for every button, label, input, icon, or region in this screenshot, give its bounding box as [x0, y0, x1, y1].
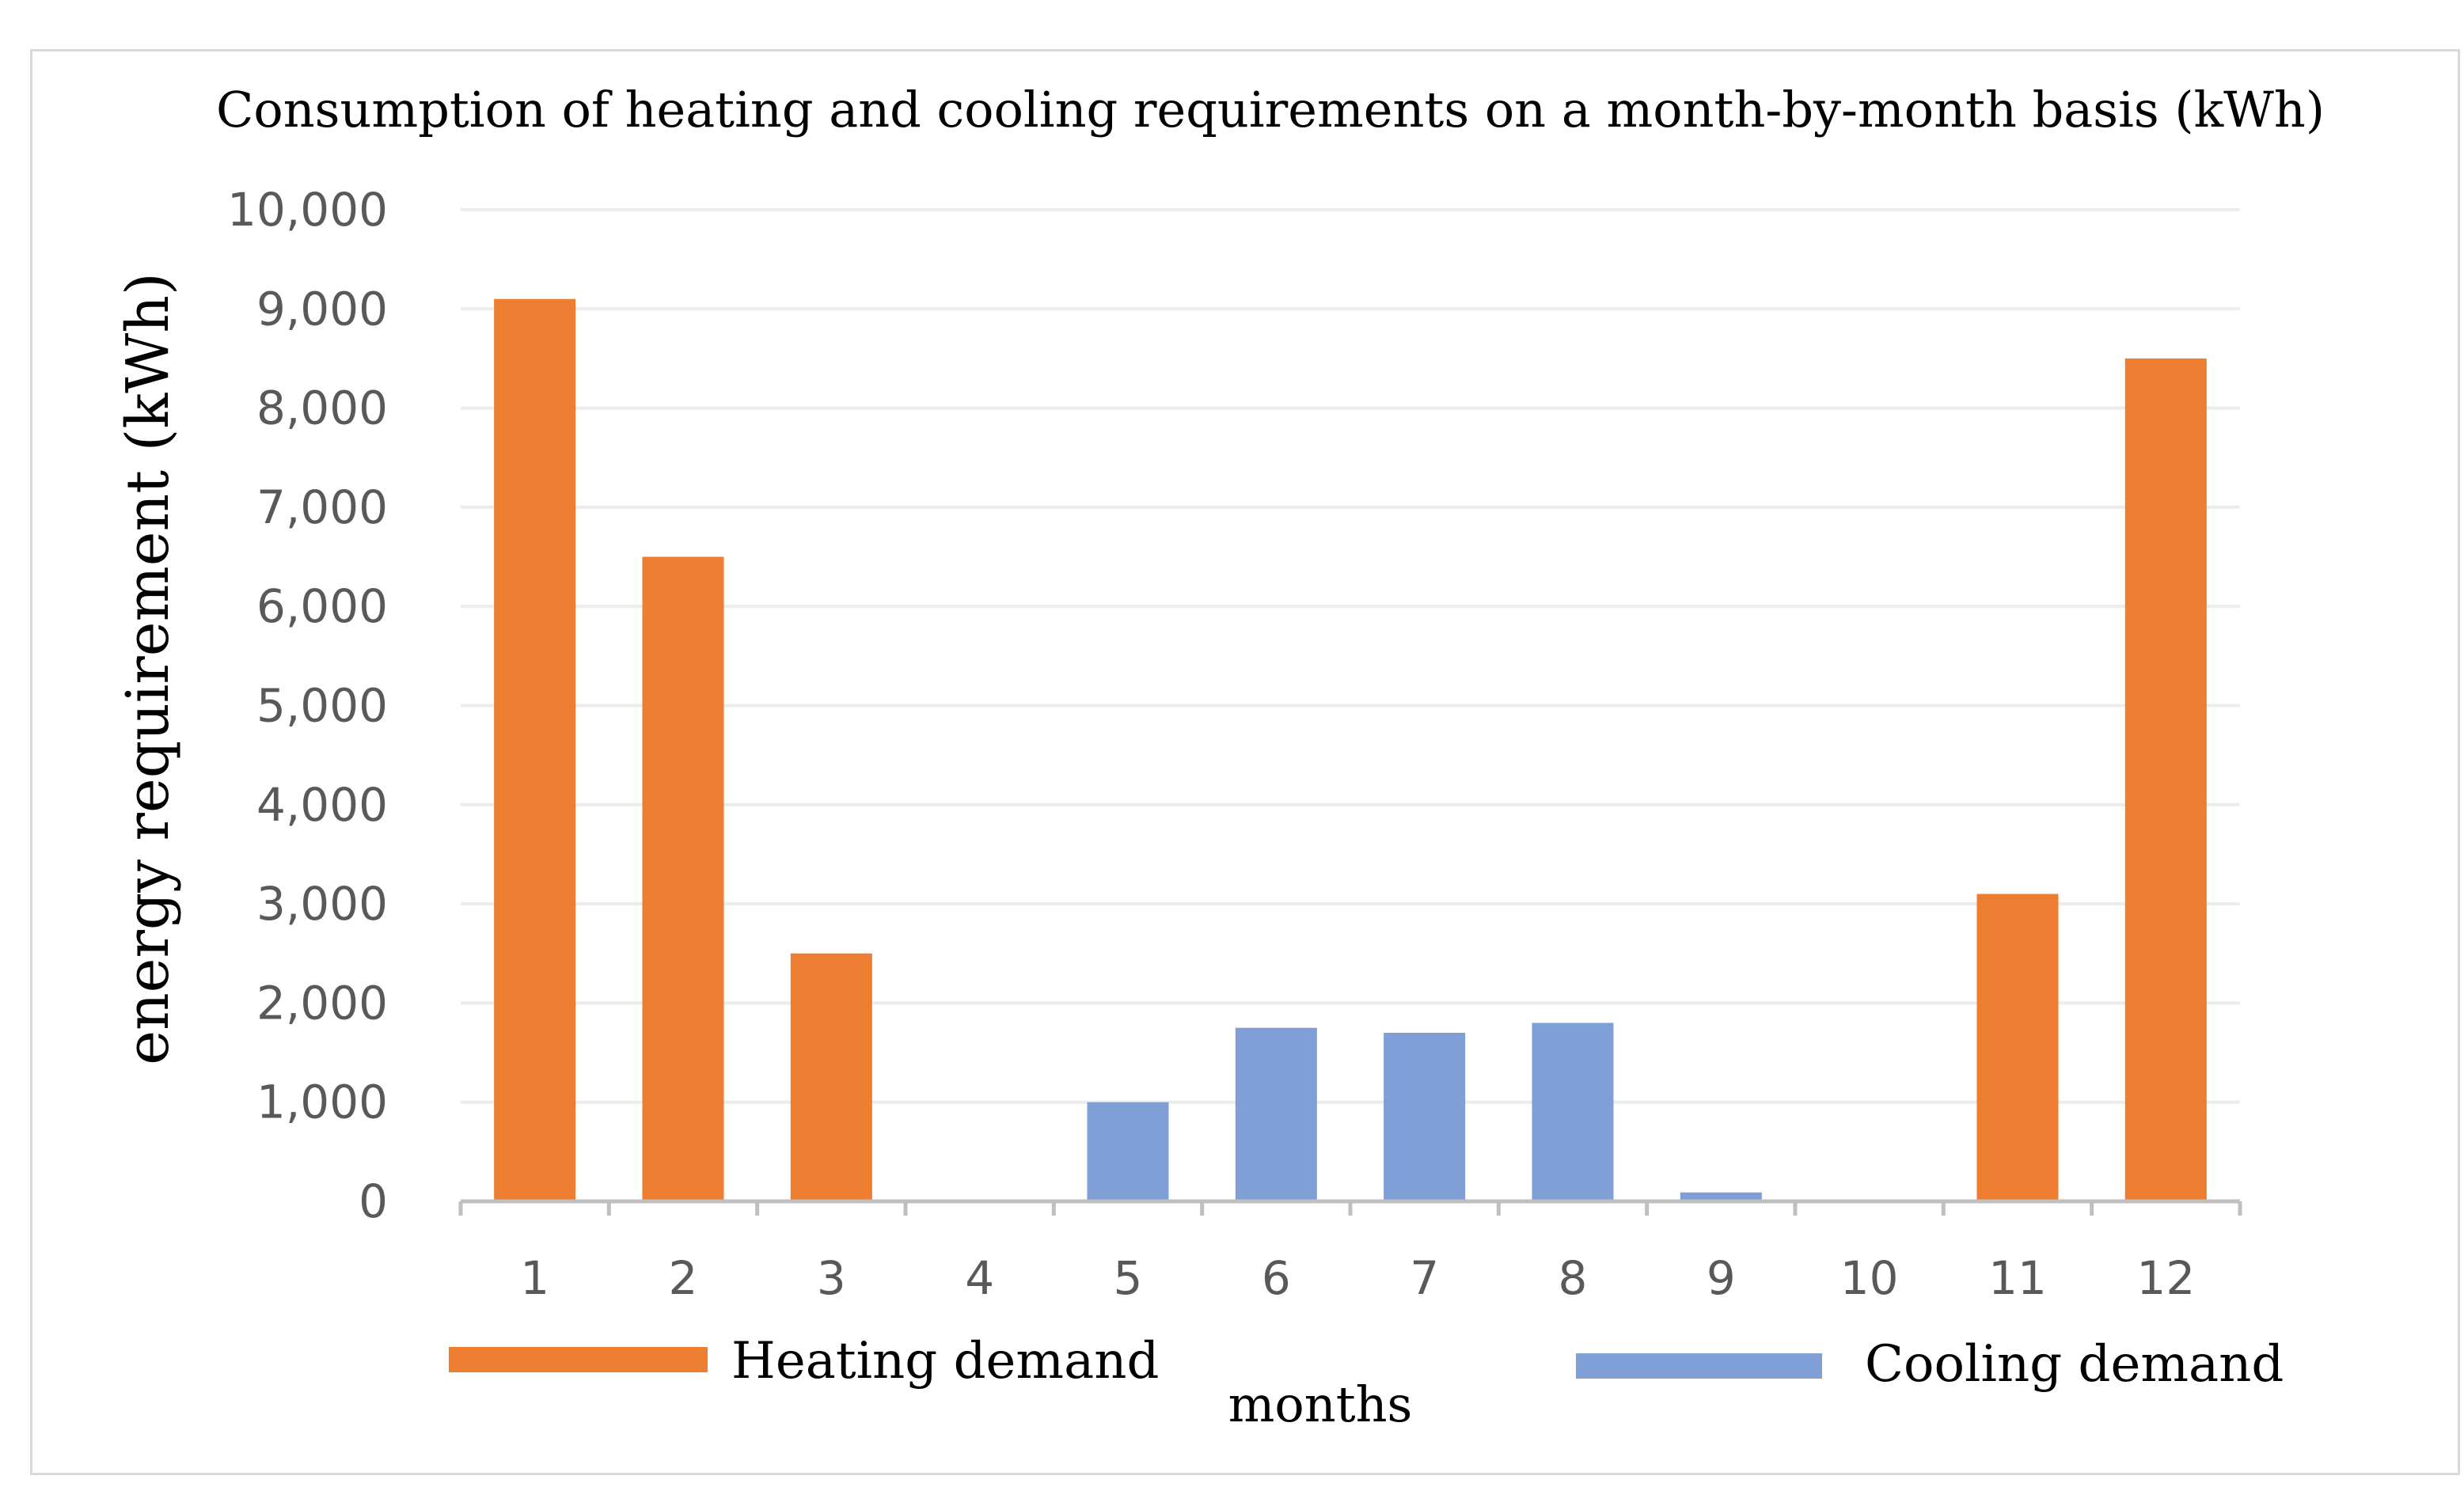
y-tick-label: 8,000 [256, 381, 388, 435]
chart-title: Consumption of heating and cooling requi… [216, 81, 2325, 138]
bars [494, 298, 2207, 1202]
bar-heating-11 [1976, 893, 2059, 1201]
bar-cooling-5 [1087, 1102, 1169, 1201]
bar-heating-1 [494, 298, 576, 1201]
bar-heating-2 [642, 556, 724, 1201]
legend: Heating demand Cooling demand [449, 1332, 2284, 1394]
gridlines [461, 208, 2240, 1104]
x-tick-label: 9 [1707, 1251, 1736, 1305]
legend-label-cooling: Cooling demand [1865, 1335, 2284, 1394]
x-tick-label: 5 [1114, 1251, 1143, 1305]
bar-cooling-7 [1384, 1032, 1466, 1201]
y-tick-label: 9,000 [256, 282, 388, 336]
x-tick-label: 1 [520, 1251, 549, 1305]
x-tick-label: 12 [2136, 1251, 2195, 1305]
bar-cooling-6 [1235, 1027, 1317, 1201]
y-axis-title: energy requirement (kWh) [114, 272, 182, 1065]
y-tick-label: 10,000 [227, 183, 388, 237]
y-axis-ticks: 0 1,000 2,000 3,000 4,000 5,000 6,000 7,000 8,00… [227, 183, 388, 1228]
bar-heating-12 [2124, 358, 2207, 1202]
x-tick-label: 10 [1840, 1251, 1899, 1305]
x-tick-label: 6 [1262, 1251, 1291, 1305]
legend-label-heating: Heating demand [731, 1332, 1159, 1390]
x-axis-ticks: 1 2 3 4 5 6 7 8 9 10 11 12 [520, 1251, 2195, 1305]
x-tick-label: 3 [817, 1251, 846, 1305]
x-axis [458, 1199, 2242, 1216]
y-tick-label: 2,000 [256, 976, 388, 1030]
x-tick-label: 11 [1988, 1251, 2047, 1305]
y-tick-label: 5,000 [256, 679, 388, 733]
y-tick-label: 0 [359, 1174, 388, 1228]
legend-swatch-heating [449, 1347, 708, 1372]
x-tick-label: 7 [1410, 1251, 1439, 1305]
x-tick-label: 8 [1559, 1251, 1588, 1305]
bar-heating-3 [790, 953, 872, 1201]
y-tick-label: 4,000 [256, 778, 388, 832]
bar-cooling-9 [1680, 1192, 1762, 1201]
y-tick-label: 6,000 [256, 579, 388, 633]
x-tick-label: 4 [965, 1251, 994, 1305]
x-tick-label: 2 [669, 1251, 698, 1305]
y-tick-label: 3,000 [256, 877, 388, 931]
chart-frame [30, 49, 2460, 1475]
x-axis-title: months [1228, 1375, 1413, 1433]
y-tick-label: 1,000 [256, 1076, 388, 1129]
legend-swatch-cooling [1576, 1353, 1822, 1379]
bar-cooling-8 [1532, 1022, 1614, 1201]
y-tick-label: 7,000 [256, 480, 388, 534]
